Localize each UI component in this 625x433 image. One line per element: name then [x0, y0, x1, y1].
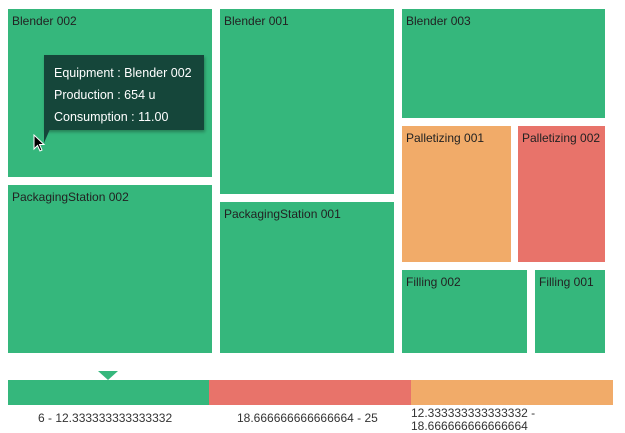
legend-label-high: 18.666666666666664 - 25: [237, 411, 378, 425]
legend-segment-low: [8, 380, 209, 405]
tile-label: Blender 003: [406, 14, 471, 28]
tile-label: Blender 001: [224, 14, 289, 28]
tile-filling-002[interactable]: Filling 002: [402, 270, 527, 353]
tooltip: Equipment : Blender 002 Production : 654…: [44, 55, 204, 130]
tile-label: Blender 002: [12, 14, 77, 28]
legend-marker-icon: [98, 371, 118, 380]
legend-label-low: 6 - 12.333333333333332: [38, 411, 173, 425]
tile-palletizing-002[interactable]: Palletizing 002: [518, 126, 605, 262]
legend-segment-mid: [411, 380, 613, 405]
tile-label: Filling 002: [406, 275, 461, 289]
tile-label: Palletizing 001: [406, 131, 485, 145]
tooltip-consumption: Consumption : 11.00: [54, 110, 169, 124]
tile-blender-001[interactable]: Blender 001: [220, 9, 394, 194]
tile-label: PackagingStation 001: [224, 207, 341, 221]
legend-label-mid: 12.333333333333332 - 18.666666666666664: [411, 406, 536, 433]
tile-blender-003[interactable]: Blender 003: [402, 9, 605, 118]
cursor-icon: [33, 134, 46, 152]
tile-filling-001[interactable]: Filling 001: [535, 270, 605, 353]
tile-packagingstation-002[interactable]: PackagingStation 002: [8, 185, 212, 353]
tooltip-equipment: Equipment : Blender 002: [54, 66, 192, 80]
legend-segment-high: [209, 380, 411, 405]
tooltip-pointer: [44, 129, 50, 143]
tile-label: Palletizing 002: [522, 131, 601, 145]
tooltip-production: Production : 654 u: [54, 88, 156, 102]
tile-label: Filling 001: [539, 275, 594, 289]
tile-palletizing-001[interactable]: Palletizing 001: [402, 126, 511, 262]
tile-label: PackagingStation 002: [12, 190, 129, 204]
tile-packagingstation-001[interactable]: PackagingStation 001: [220, 202, 394, 353]
